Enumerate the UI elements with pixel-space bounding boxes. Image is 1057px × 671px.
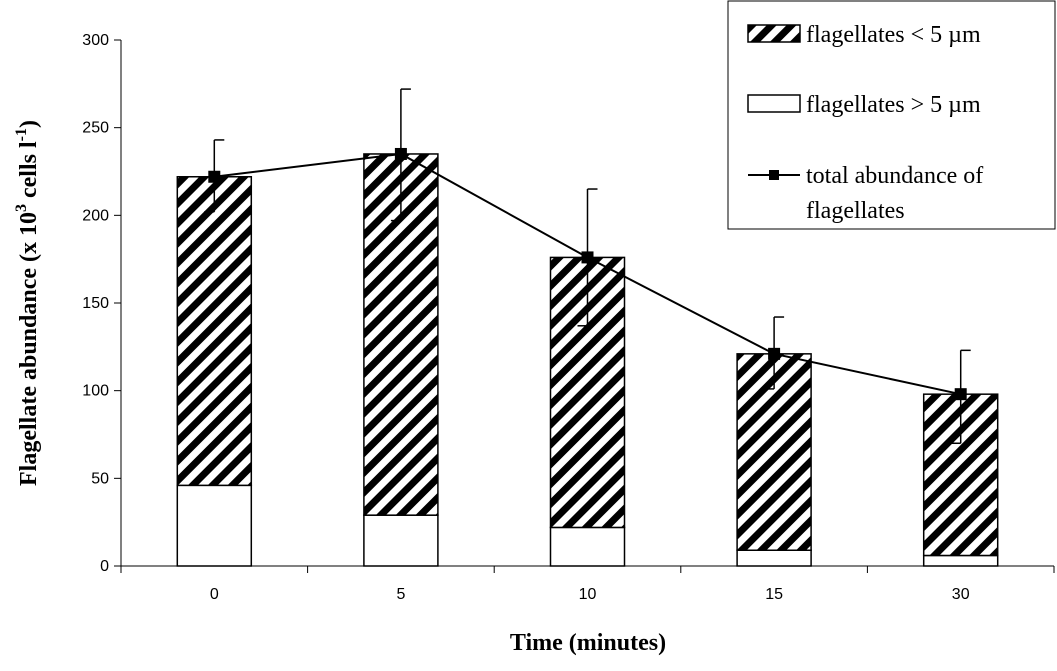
y-axis-title: Flagellate abundance (x 103 cells l-1) bbox=[13, 120, 42, 486]
axes-layer: 0 50 100 150 200 250 300 0 5 10 15 30 bbox=[82, 32, 1055, 603]
legend-label-small-flagellates: flagellates < 5 µm bbox=[806, 22, 981, 48]
legend-label-total-line1: total abundance of bbox=[806, 163, 983, 189]
y-tick-label-100: 100 bbox=[82, 383, 109, 400]
y-tick-label-50: 50 bbox=[91, 470, 109, 487]
x-tick-label-0: 0 bbox=[210, 586, 219, 603]
bar-large-flagellates-5 bbox=[363, 514, 439, 567]
bar-large-flagellates-15 bbox=[736, 549, 812, 567]
x-axis-title: Time (minutes) bbox=[510, 630, 666, 656]
legend-label-large-flagellates: flagellates > 5 µm bbox=[806, 92, 981, 118]
bar-large-flagellates-0 bbox=[176, 484, 253, 567]
total-marker-5 bbox=[394, 147, 407, 160]
x-tick-label-10: 10 bbox=[579, 586, 597, 603]
legend-swatch-large-flagellates bbox=[747, 94, 801, 113]
x-tick-label-30: 30 bbox=[952, 586, 970, 603]
total-marker-10 bbox=[581, 251, 594, 264]
bar-large-flagellates-30 bbox=[922, 554, 999, 567]
legend-label-total-line2: flagellates bbox=[806, 198, 905, 224]
total-marker-0 bbox=[208, 170, 221, 183]
legend: flagellates < 5 µm flagellates > 5 µm to… bbox=[727, 0, 1056, 230]
total-marker-30 bbox=[954, 388, 967, 401]
total-line-layer bbox=[208, 147, 967, 401]
legend-swatch-total-marker bbox=[769, 170, 779, 180]
x-tick-label-5: 5 bbox=[396, 586, 405, 603]
total-marker-15 bbox=[768, 347, 781, 360]
y-tick-label-250: 250 bbox=[82, 120, 109, 137]
legend-swatch-small-flagellates bbox=[747, 24, 801, 43]
y-tick-label-0: 0 bbox=[100, 558, 109, 575]
bar-small-flagellates-0 bbox=[176, 176, 253, 487]
bar-large-flagellates-10 bbox=[549, 526, 626, 567]
y-tick-label-200: 200 bbox=[82, 207, 109, 224]
y-tick-label-150: 150 bbox=[82, 295, 109, 312]
x-tick-label-15: 15 bbox=[765, 586, 783, 603]
y-tick-label-300: 300 bbox=[82, 32, 109, 49]
